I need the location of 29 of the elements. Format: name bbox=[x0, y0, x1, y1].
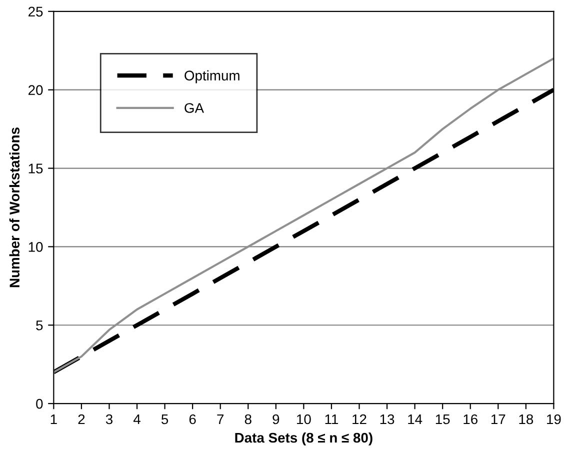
x-tick-label: 2 bbox=[78, 414, 85, 424]
y-tick-label: 25 bbox=[28, 6, 43, 17]
x-tick-label: 10 bbox=[297, 414, 311, 424]
x-tick-label: 8 bbox=[244, 414, 252, 424]
x-tick-label: 11 bbox=[325, 414, 338, 424]
legend-label: GA bbox=[184, 103, 204, 113]
x-tick-label: 16 bbox=[464, 414, 478, 424]
y-tick-label: 5 bbox=[36, 320, 43, 330]
x-tick-label: 4 bbox=[133, 414, 140, 424]
x-axis-title: Data Sets (8 ≤ n ≤ 80) bbox=[235, 432, 372, 446]
legend-label: Optimum bbox=[184, 70, 240, 84]
y-axis-title: Number of Workstations bbox=[9, 128, 20, 288]
y-tick-label: 20 bbox=[28, 85, 43, 95]
x-tick-label: 18 bbox=[519, 414, 534, 424]
x-tick-label: 6 bbox=[189, 414, 196, 424]
x-tick-label: 3 bbox=[106, 414, 112, 424]
x-tick-label: 1 bbox=[50, 414, 57, 424]
x-tick-label: 13 bbox=[380, 414, 394, 424]
x-tick-label: 14 bbox=[408, 414, 422, 424]
y-tick-label: 15 bbox=[28, 164, 43, 174]
x-tick-label: 19 bbox=[547, 414, 561, 424]
x-tick-label: 9 bbox=[272, 414, 280, 424]
y-tick-label: 0 bbox=[36, 398, 43, 409]
x-tick-label: 12 bbox=[352, 414, 366, 424]
y-tick-label: 10 bbox=[28, 242, 43, 252]
x-tick-label: 17 bbox=[491, 414, 506, 424]
x-tick-label: 15 bbox=[436, 414, 450, 424]
x-tick-label: 5 bbox=[161, 414, 168, 424]
x-tick-label: 7 bbox=[217, 414, 224, 424]
